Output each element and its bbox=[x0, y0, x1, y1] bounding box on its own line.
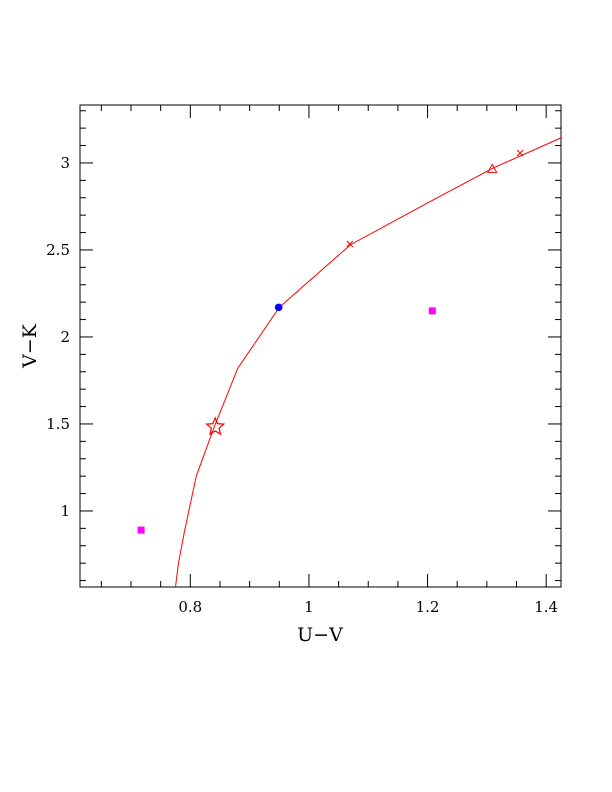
y-tick-label: 1.5 bbox=[46, 415, 70, 433]
point bbox=[274, 303, 283, 312]
y-axis-label: V−K bbox=[19, 323, 41, 369]
y-tick-label: 3 bbox=[60, 154, 70, 172]
plot-frame bbox=[79, 104, 562, 588]
point bbox=[346, 240, 354, 248]
point bbox=[516, 149, 524, 157]
point bbox=[137, 526, 145, 534]
y-tick-label: 2 bbox=[60, 328, 70, 346]
x-tick-label: 1.4 bbox=[534, 598, 558, 616]
x-tick-label: 1.2 bbox=[416, 598, 440, 616]
x-axis-label: U−V bbox=[297, 624, 343, 646]
x-tick-label: 0.8 bbox=[178, 598, 202, 616]
point bbox=[205, 416, 226, 436]
y-tick-label: 1 bbox=[60, 502, 70, 520]
point bbox=[486, 163, 498, 173]
fit-curve bbox=[174, 137, 562, 588]
y-tick-label: 2.5 bbox=[46, 241, 70, 259]
point bbox=[428, 307, 436, 315]
x-tick-label: 1 bbox=[304, 598, 314, 616]
